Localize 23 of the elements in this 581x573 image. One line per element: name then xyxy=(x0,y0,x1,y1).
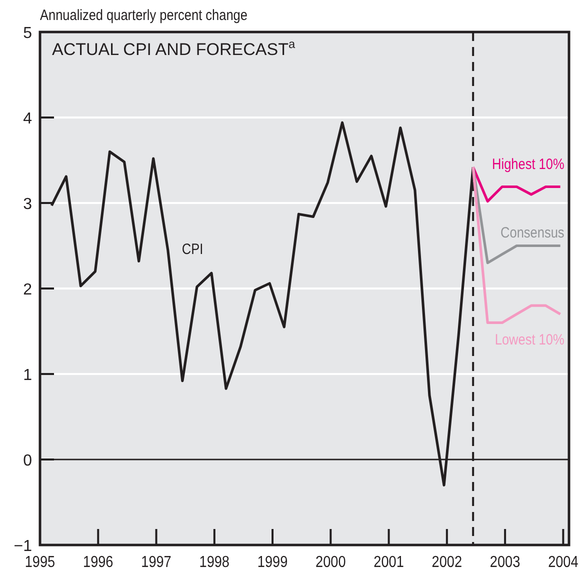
y-axis-title: Annualized quarterly percent change xyxy=(40,6,248,24)
series-label: CPI xyxy=(182,240,204,258)
x-tick-label: 2003 xyxy=(490,554,520,572)
series-label: Lowest 10% xyxy=(494,330,564,348)
x-tick-label: 2004 xyxy=(548,554,578,572)
y-tick-label: −1 xyxy=(14,538,32,555)
y-tick-label: 5 xyxy=(23,25,32,42)
x-tick-label: 1997 xyxy=(141,554,172,572)
y-tick-label: 0 xyxy=(23,452,32,470)
x-tick-label: 2002 xyxy=(432,554,462,572)
x-tick-label: 1999 xyxy=(257,554,288,572)
y-tick-label: 4 xyxy=(23,110,32,128)
y-tick-label: 2 xyxy=(23,282,32,298)
x-tick-label: 1996 xyxy=(83,554,114,572)
y-tick-label: 1 xyxy=(23,367,32,384)
series-label: Highest 10% xyxy=(492,155,564,172)
x-tick-label: 2001 xyxy=(374,554,404,572)
y-tick-label: 3 xyxy=(23,196,32,213)
x-tick-label: 1998 xyxy=(199,554,230,572)
x-tick-label: 1995 xyxy=(24,554,56,572)
x-tick-label: 2000 xyxy=(316,554,346,572)
chart-title: ACTUAL CPI AND FORECAST$^{a}$ xyxy=(52,37,296,59)
series-label: Consensus xyxy=(500,224,564,241)
